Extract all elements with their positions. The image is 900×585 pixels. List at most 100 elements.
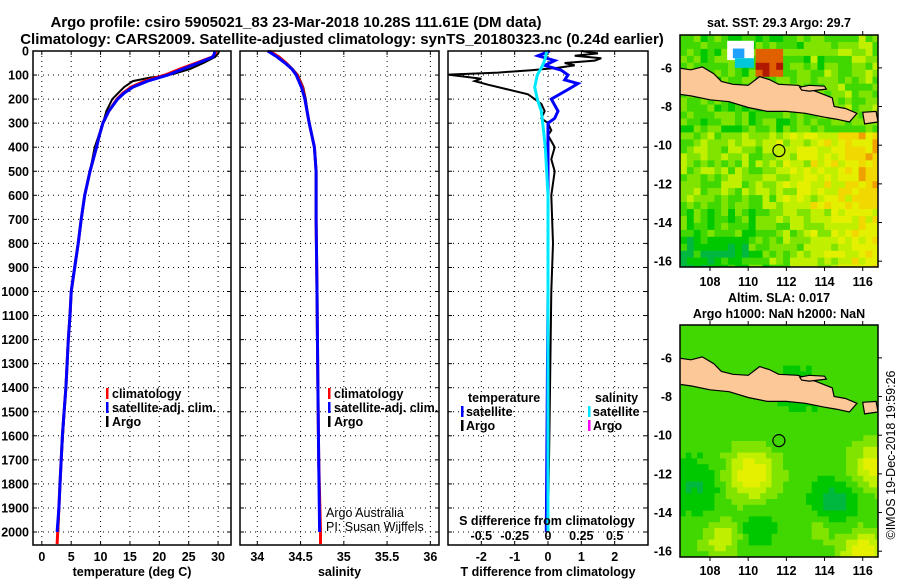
map-cell — [845, 97, 853, 106]
map-cell — [728, 243, 736, 252]
map-cell — [680, 35, 688, 43]
map-cell — [846, 429, 853, 436]
map-cell — [769, 188, 777, 196]
map-cell — [811, 446, 818, 454]
map-cell — [765, 446, 773, 454]
map-cell — [806, 533, 813, 541]
map-cell — [823, 504, 830, 512]
map-cell — [748, 76, 757, 85]
map-cell — [800, 504, 807, 512]
map-cell — [874, 493, 878, 500]
map-cell — [831, 209, 839, 217]
map-cell — [811, 429, 818, 436]
map-cell — [693, 243, 702, 252]
map-cell — [783, 423, 790, 430]
map-cell — [817, 533, 824, 541]
map-cell — [748, 441, 755, 448]
map-cell — [788, 528, 796, 535]
map-cell — [851, 69, 860, 78]
map-cell — [783, 475, 790, 483]
map-cell — [728, 209, 736, 217]
map-cell — [680, 111, 688, 120]
map-cell — [720, 342, 727, 349]
map-cell — [857, 551, 864, 557]
map-cell — [846, 330, 853, 338]
map-cell — [872, 132, 878, 140]
map-cell — [771, 470, 778, 477]
map-cell — [794, 435, 801, 442]
map-cell — [846, 359, 853, 367]
map-cell — [693, 97, 702, 106]
map-cell — [858, 125, 867, 133]
map-cell — [817, 510, 824, 517]
map-cell — [748, 139, 757, 147]
land-polygon — [862, 400, 878, 415]
map-cell — [823, 551, 830, 557]
map-cell — [762, 195, 770, 203]
map-cell — [769, 62, 777, 71]
map-cell — [838, 132, 846, 140]
map-cell — [783, 365, 790, 372]
map-cell — [857, 423, 864, 430]
argo-position-marker — [772, 144, 786, 158]
map-cell — [697, 545, 704, 552]
map-cell — [771, 522, 778, 529]
map-cell — [831, 257, 839, 266]
map-cell — [737, 354, 744, 361]
map-cell — [700, 55, 709, 64]
map-cell — [691, 412, 698, 419]
map-cell — [707, 35, 715, 43]
map-cell — [838, 153, 846, 161]
map-cell — [743, 522, 750, 529]
map-cell — [840, 342, 847, 349]
legend-label: Argo — [466, 419, 496, 433]
map-cell — [869, 499, 876, 506]
map-cell — [834, 371, 841, 378]
x-tick-label: 30 — [211, 550, 225, 564]
map-cell — [838, 174, 846, 182]
map-cell — [851, 452, 859, 459]
map-cell — [845, 181, 853, 189]
map-cell — [720, 458, 727, 465]
map-cell — [796, 62, 805, 71]
map-cell — [857, 464, 864, 471]
map-cell — [788, 336, 796, 343]
legend-label: satellite-adj. clim. — [334, 401, 438, 415]
map-cell — [811, 481, 818, 488]
map-cell — [769, 257, 777, 266]
map-cell — [828, 325, 836, 332]
lat-tick-label: -16 — [654, 545, 672, 559]
map-cell — [702, 504, 710, 512]
map-cell — [783, 250, 791, 259]
map-cell — [858, 174, 867, 182]
map-cell — [735, 209, 743, 217]
map-cell — [691, 342, 698, 349]
map-cell — [834, 417, 841, 425]
map-cell — [811, 464, 818, 471]
map-cell — [760, 475, 767, 483]
map-cell — [760, 406, 767, 413]
map-cell — [755, 132, 764, 140]
map-cell — [686, 153, 695, 161]
map-cell — [840, 365, 847, 372]
map-cell — [828, 516, 836, 523]
map-cell — [811, 452, 818, 459]
map-cell — [685, 504, 692, 512]
map-cell — [685, 412, 692, 419]
map-cell — [680, 125, 688, 133]
map-cell — [863, 342, 870, 349]
map-cell — [776, 181, 784, 189]
figure-subtitle: Climatology: CARS2009. Satellite-adjuste… — [20, 31, 664, 48]
map-cell — [851, 417, 859, 425]
map-cell — [680, 528, 687, 535]
map-cell — [874, 359, 878, 367]
map-cell — [776, 195, 784, 203]
map-cell — [771, 516, 778, 523]
map-cell — [817, 522, 824, 529]
map-cell — [851, 487, 859, 494]
map-cell — [817, 195, 825, 203]
map-cell — [865, 76, 874, 85]
map-cell — [697, 516, 704, 523]
